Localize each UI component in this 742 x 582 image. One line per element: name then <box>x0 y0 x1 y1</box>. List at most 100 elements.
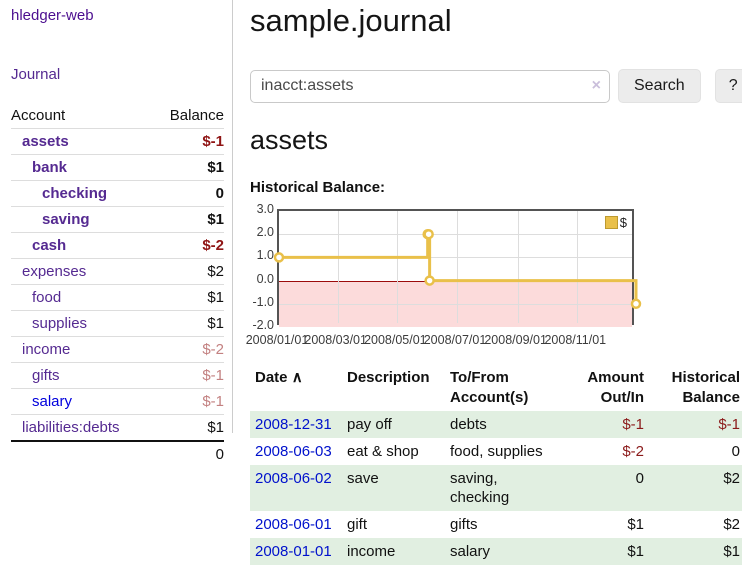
x-axis-tick-label: 2008/07/01 <box>423 333 487 347</box>
account-row: gifts $-1 <box>11 362 224 389</box>
search-input[interactable] <box>250 69 610 103</box>
main-content: sample.journal × Search ? assets Histori… <box>246 0 742 565</box>
x-axis-tick-label: 2008/05/01 <box>364 333 427 347</box>
transaction-accounts: saving, checking <box>450 470 510 506</box>
account-link-bank[interactable]: bank <box>32 159 68 176</box>
account-balance: $1 <box>153 206 224 233</box>
transaction-date-link[interactable]: 2008-01-01 <box>255 543 332 560</box>
transaction-balance: 0 <box>731 443 740 460</box>
gridline <box>577 211 579 323</box>
legend-swatch <box>604 216 618 229</box>
transaction-date-link[interactable]: 2008-12-31 <box>255 416 332 433</box>
search-button[interactable]: Search <box>618 69 701 103</box>
column-header-accounts: To/From Account(s) <box>450 369 529 406</box>
account-row: liabilities:debts $1 <box>11 414 224 441</box>
y-axis-tick-label: 2.0 <box>256 225 274 240</box>
account-link-checking[interactable]: checking <box>42 185 108 202</box>
account-link-food[interactable]: food <box>32 289 62 306</box>
account-row: saving $1 <box>11 206 224 233</box>
column-header-description: Description <box>347 369 430 386</box>
account-heading: assets <box>250 125 329 155</box>
search-form: × Search ? <box>250 69 742 103</box>
account-balance: $1 <box>153 284 224 311</box>
legend-label: $ <box>619 215 627 230</box>
account-row: checking 0 <box>11 180 224 207</box>
account-link-cash[interactable]: cash <box>32 237 67 254</box>
transaction-row: 2008-12-31 pay off debts $-1 $-1 <box>250 411 742 438</box>
gridline <box>397 211 399 323</box>
account-link-gifts[interactable]: gifts <box>32 367 60 384</box>
column-header-balance: Historical Balance <box>671 369 740 406</box>
account-row: food $1 <box>11 284 224 311</box>
gridline <box>457 211 458 323</box>
transaction-balance: $-1 <box>718 416 740 433</box>
y-axis-tick-label: 0.0 <box>256 271 274 286</box>
column-header-date[interactable]: Date ∧ <box>255 369 303 386</box>
column-header-amount: Amount Out/In <box>587 369 644 406</box>
transaction-description: save <box>347 470 379 487</box>
transaction-date-link[interactable]: 2008-06-03 <box>255 443 332 460</box>
gridline <box>517 211 519 323</box>
account-row: salary $-1 <box>11 388 224 415</box>
account-balance: $1 <box>153 310 224 337</box>
y-axis-tick-label: -1.0 <box>252 294 274 309</box>
x-axis-tick-label: 2008/09/01 <box>484 333 547 347</box>
transaction-description: eat & shop <box>347 443 419 460</box>
balance-line-series <box>273 228 642 310</box>
app-title-link[interactable]: hledger-web <box>11 7 94 24</box>
data-point-marker <box>273 252 285 263</box>
accounts-header-account: Account <box>11 107 66 124</box>
account-row: assets $-1 <box>11 128 224 155</box>
sidebar-item-journal[interactable]: Journal <box>11 66 61 83</box>
y-axis-tick-label: 1.0 <box>256 248 274 263</box>
account-row: cash $-2 <box>11 232 224 259</box>
y-axis-tick-label: -2.0 <box>252 318 274 332</box>
transaction-row: 2008-06-02 save saving, checking 0 $2 <box>250 465 742 511</box>
data-point-marker <box>424 275 435 286</box>
account-link-income[interactable]: income <box>22 341 71 358</box>
y-axis-tick-label: 3.0 <box>256 202 274 216</box>
account-balance: $-1 <box>153 362 224 389</box>
gridline <box>279 257 632 259</box>
transaction-amount: 0 <box>635 470 644 487</box>
help-button[interactable]: ? <box>714 69 742 103</box>
transaction-amount: $-1 <box>622 416 644 433</box>
account-link-salary[interactable]: salary <box>32 393 73 410</box>
accounts-total-value: 0 <box>153 440 224 467</box>
transaction-accounts: salary <box>450 543 491 560</box>
transaction-description: income <box>347 543 396 560</box>
gridline <box>337 211 339 323</box>
sidebar: hledger-web Journal Account Balance asse… <box>0 0 233 467</box>
account-row: income $-2 <box>11 336 224 363</box>
account-balance: $-2 <box>153 232 224 259</box>
account-balance: $2 <box>153 258 224 285</box>
transaction-accounts: gifts <box>450 516 478 533</box>
chart-plot-area: $ <box>273 209 642 327</box>
x-axis-tick-label: 2008/01/01 <box>245 333 309 347</box>
account-balance: $-1 <box>153 388 224 415</box>
page-title: sample.journal <box>250 3 452 38</box>
account-link-saving[interactable]: saving <box>42 211 90 228</box>
account-row: supplies $1 <box>11 310 224 337</box>
transaction-amount: $-2 <box>622 443 644 460</box>
sort-ascending-icon: ∧ <box>291 369 303 386</box>
account-row: bank $1 <box>11 154 224 181</box>
data-point-marker <box>630 298 642 310</box>
clear-search-icon[interactable]: × <box>591 76 601 94</box>
account-balance: $-1 <box>153 128 224 155</box>
account-link-assets[interactable]: assets <box>22 133 69 150</box>
accounts-header-row: Account Balance <box>11 103 224 129</box>
historical-balance-chart: $ 3.0 2.0 1.0 0.0 -1.0 -2.0 2008/01/01 2008/03/… <box>246 202 650 349</box>
account-link-supplies[interactable]: supplies <box>32 315 88 332</box>
gridline <box>279 303 632 305</box>
transaction-date-link[interactable]: 2008-06-01 <box>255 516 332 533</box>
account-link-expenses[interactable]: expenses <box>22 263 87 280</box>
account-link-liabilities-debts[interactable]: liabilities:debts <box>22 419 120 436</box>
account-balance: 0 <box>153 180 224 207</box>
account-balance: $1 <box>153 154 224 181</box>
transaction-accounts: debts <box>450 416 487 433</box>
chart-legend: $ <box>604 215 627 230</box>
accounts-table: Account Balance assets $-1 bank $1 check… <box>11 103 224 467</box>
transaction-date-link[interactable]: 2008-06-02 <box>255 470 332 487</box>
data-point-marker <box>423 228 434 240</box>
